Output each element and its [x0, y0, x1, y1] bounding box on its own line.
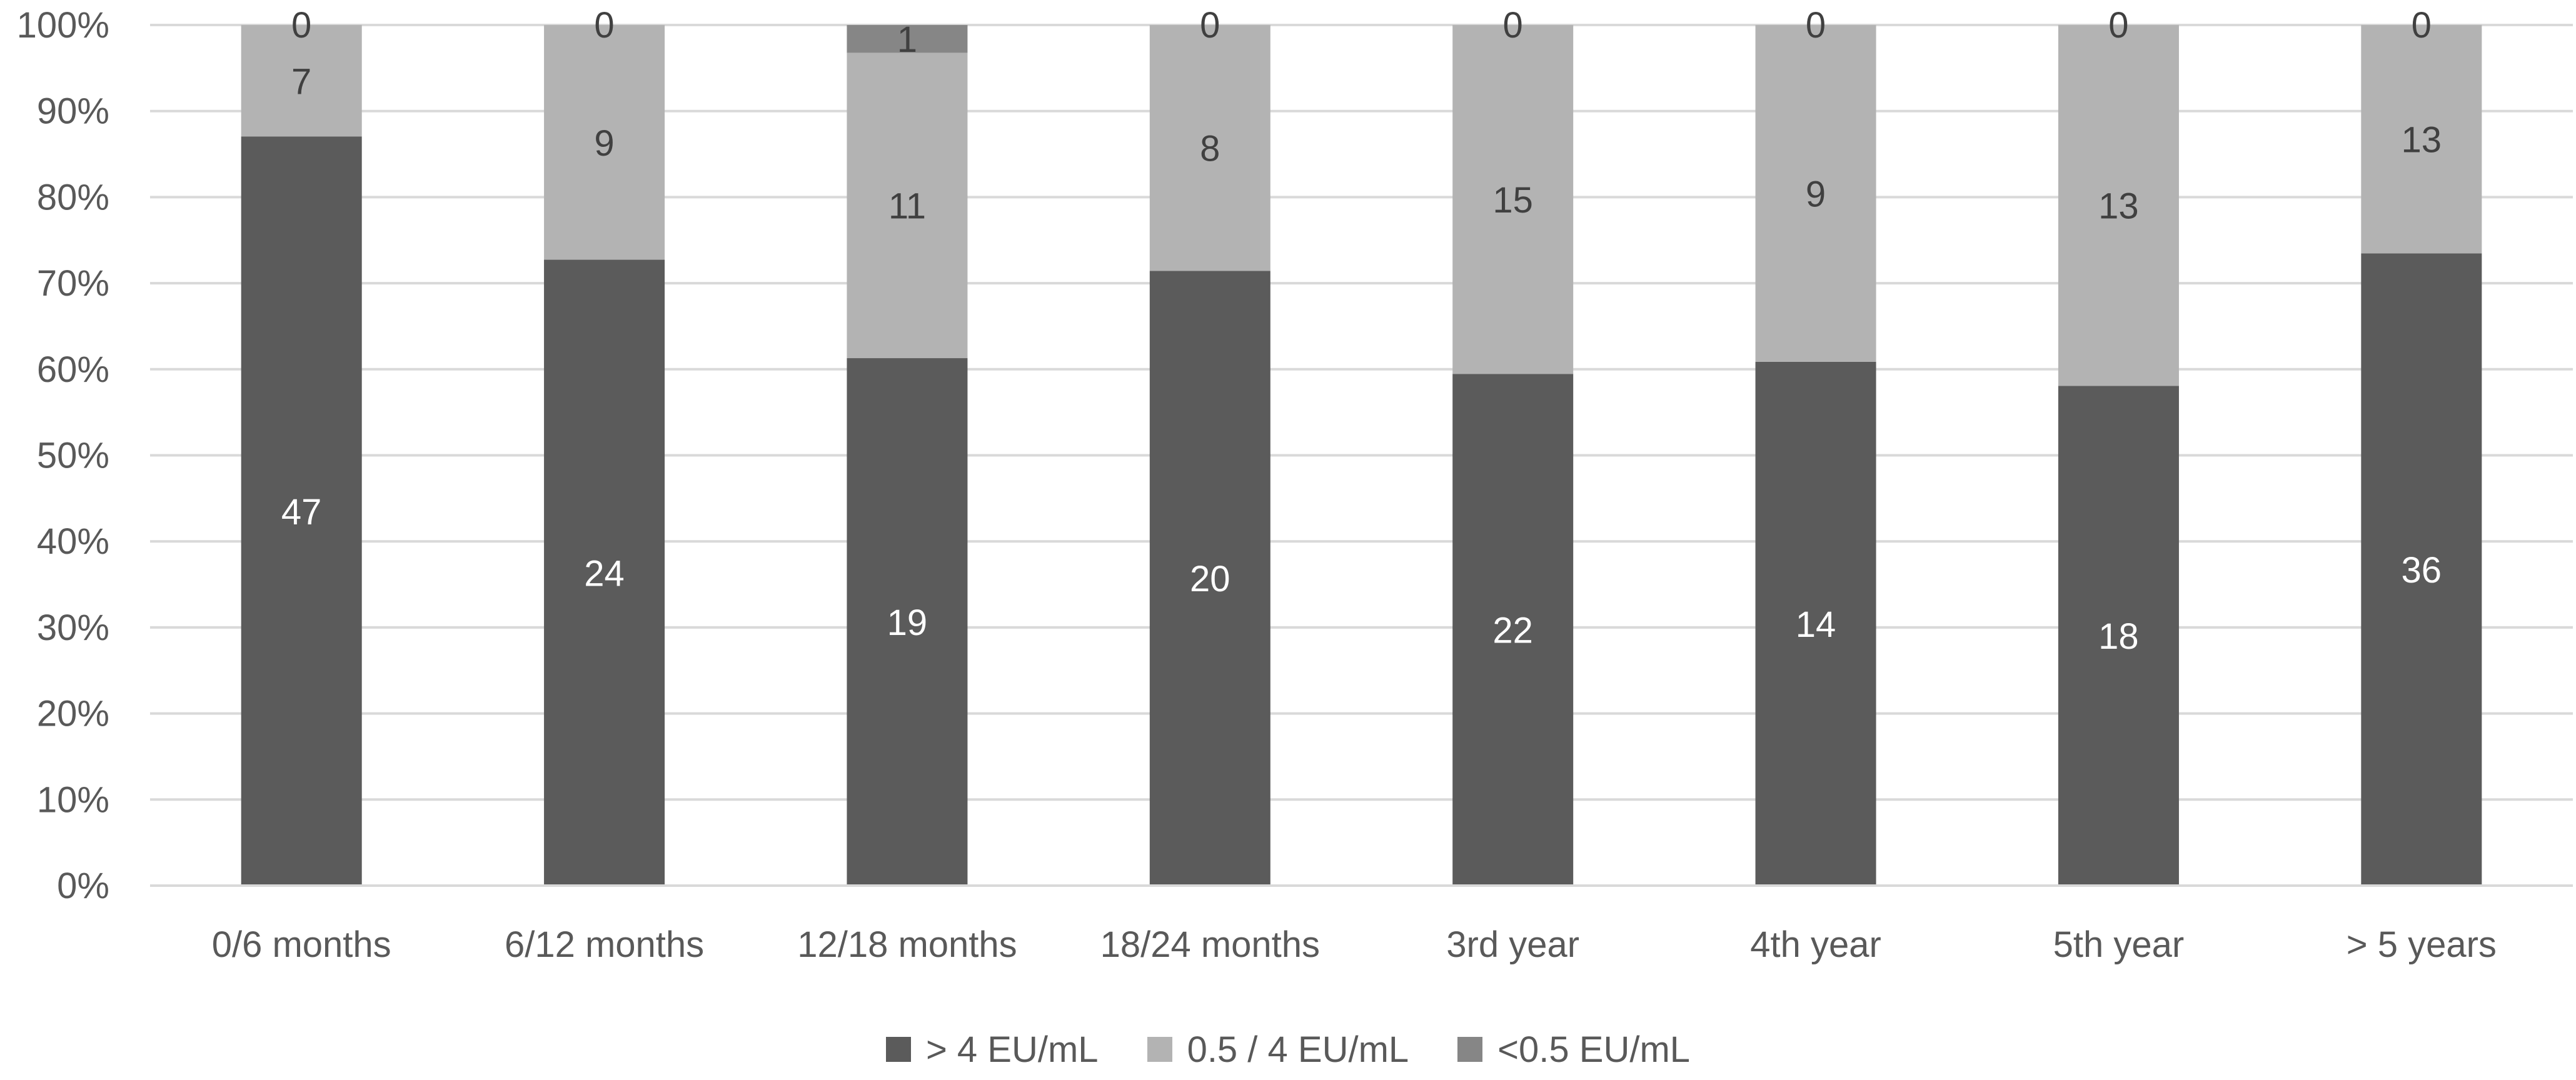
- data-label: 9: [594, 123, 614, 164]
- data-label: 20: [1190, 559, 1230, 599]
- data-label: 0: [1806, 5, 1826, 46]
- bar-segment: [847, 25, 968, 53]
- chart-legend: > 4 EU/mL 0.5 / 4 EU/mL <0.5 EU/mL: [0, 1021, 2576, 1078]
- y-tick-label: 60%: [37, 349, 109, 390]
- bar-segment: [1149, 271, 1270, 886]
- legend-item: > 4 EU/mL: [885, 1029, 1099, 1071]
- data-label: 0: [594, 5, 614, 46]
- y-axis-tick-labels: 0% 10% 20% 30% 40% 50% 60% 70% 80% 90% 100%: [17, 5, 109, 906]
- bars: [241, 25, 2482, 886]
- y-tick-label: 0%: [57, 866, 109, 906]
- x-axis-tick-labels: 0/6 months 6/12 months 12/18 months 18/24 m…: [212, 924, 2497, 965]
- y-tick-label: 80%: [37, 177, 109, 218]
- y-tick-label: 50%: [37, 436, 109, 476]
- bar-segment: [1755, 25, 1876, 362]
- y-tick-label: 40%: [37, 521, 109, 562]
- data-label: 14: [1796, 604, 1836, 645]
- data-label: 1: [897, 19, 917, 60]
- data-label: 13: [2402, 120, 2442, 161]
- data-label: 13: [2098, 186, 2139, 227]
- legend-swatch: [885, 1037, 911, 1062]
- bar-segment: [1452, 374, 1574, 886]
- data-label: 11: [888, 186, 926, 227]
- legend-swatch: [1457, 1037, 1483, 1062]
- bar-segment: [544, 25, 665, 260]
- x-tick-label: 5th year: [2053, 924, 2185, 965]
- data-label: 9: [1806, 174, 1826, 214]
- legend-label: <0.5 EU/mL: [1497, 1029, 1691, 1070]
- bar-segment: [2361, 25, 2482, 254]
- gridlines: [150, 24, 2573, 887]
- legend-swatch: [1147, 1037, 1172, 1062]
- y-tick-label: 100%: [17, 5, 109, 46]
- legend-item: <0.5 EU/mL: [1457, 1029, 1690, 1071]
- bar-segment: [1149, 25, 1270, 271]
- data-label: 0: [1200, 5, 1220, 46]
- data-label: 24: [584, 553, 625, 594]
- data-label: 0: [2108, 5, 2128, 46]
- bar-segment: [1755, 361, 1876, 886]
- x-tick-label: 4th year: [1750, 924, 1881, 965]
- x-tick-label: 18/24 months: [1100, 924, 1320, 965]
- x-tick-label: 0/6 months: [212, 924, 391, 965]
- y-tick-label: 30%: [37, 608, 109, 648]
- legend-label: 0.5 / 4 EU/mL: [1187, 1029, 1409, 1070]
- data-label: 8: [1200, 129, 1220, 169]
- y-tick-label: 20%: [37, 694, 109, 734]
- x-tick-label: 12/18 months: [797, 924, 1017, 965]
- x-tick-label: 6/12 months: [505, 924, 704, 965]
- y-tick-label: 90%: [37, 91, 109, 132]
- data-label: 22: [1492, 611, 1533, 651]
- bar-segment: [2058, 386, 2179, 886]
- data-label: 19: [887, 602, 928, 643]
- data-label: 15: [1492, 180, 1533, 221]
- bar-segment: [847, 358, 968, 886]
- y-tick-label: 10%: [37, 779, 109, 820]
- data-label: 18: [2098, 616, 2139, 657]
- legend-item: 0.5 / 4 EU/mL: [1147, 1029, 1409, 1071]
- bar-segment: [544, 259, 665, 886]
- x-tick-label: 3rd year: [1446, 924, 1579, 965]
- data-label: 0: [1503, 5, 1523, 46]
- data-label: 7: [291, 61, 311, 102]
- bar-segment: [241, 25, 362, 137]
- data-label: 0: [291, 5, 311, 46]
- y-tick-label: 70%: [37, 263, 109, 304]
- legend-label: > 4 EU/mL: [925, 1029, 1099, 1070]
- bar-segment: [2361, 253, 2482, 886]
- bar-segment: [241, 136, 362, 886]
- data-label: 47: [281, 492, 322, 532]
- x-tick-label: > 5 years: [2347, 924, 2497, 965]
- bar-segment: [2058, 25, 2179, 386]
- bar-segment: [847, 52, 968, 359]
- data-label: 36: [2402, 550, 2442, 591]
- bar-segment: [1452, 25, 1574, 374]
- data-label: 0: [2412, 5, 2432, 46]
